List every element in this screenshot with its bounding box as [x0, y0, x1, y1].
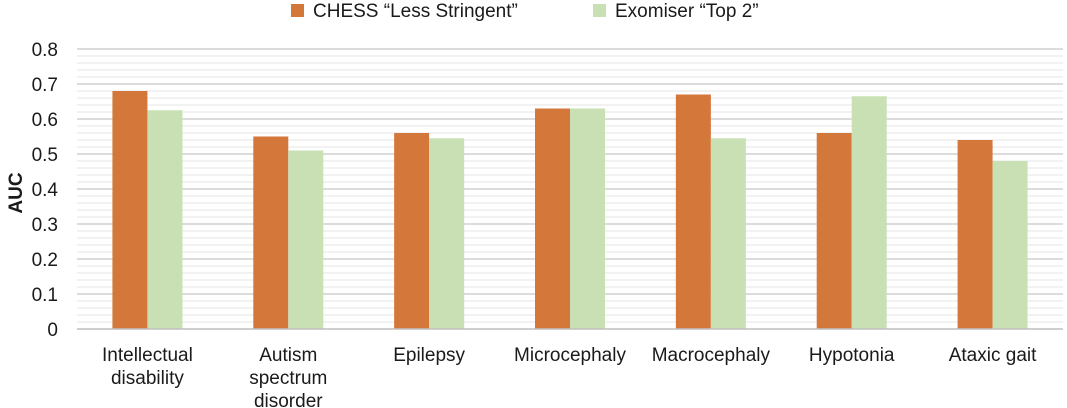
category-label: Ataxic gait [949, 345, 1037, 366]
y-tick-label: 0.3 [32, 215, 58, 236]
category-label: Intellectual disability [102, 345, 193, 389]
bar-exomiser [288, 150, 324, 329]
bars [112, 91, 1028, 329]
bar-chess [957, 140, 993, 329]
y-tick-label: 0 [47, 320, 58, 341]
category-label-line: Intellectual [102, 345, 193, 366]
bar-exomiser [429, 138, 465, 329]
y-axis-label: AUC [6, 172, 27, 213]
y-tick-label: 0.2 [32, 250, 58, 271]
category-label-line: disorder [254, 391, 323, 408]
bar-chess [112, 91, 148, 329]
category-label-line: spectrum [249, 368, 327, 389]
bar-chess [535, 108, 570, 329]
y-tick-label: 0.8 [32, 40, 58, 61]
y-tick-label: 0.6 [32, 110, 58, 131]
category-label-line: Epilepsy [393, 345, 465, 366]
bar-exomiser [147, 110, 183, 329]
bar-exomiser [992, 161, 1028, 329]
category-label: Epilepsy [393, 345, 465, 366]
legend-label: Exomiser “Top 2” [615, 1, 759, 22]
category-label: Hypotonia [809, 345, 895, 366]
bar-exomiser [710, 138, 746, 329]
category-label-line: disability [111, 368, 184, 389]
category-label: Microcephaly [514, 345, 626, 366]
bar-chess [394, 133, 430, 329]
bar-exomiser [570, 108, 605, 329]
y-tick-label: 0.7 [32, 75, 58, 96]
legend: CHESS “Less Stringent” Exomiser “Top 2” [291, 1, 759, 22]
category-label: Macrocephaly [652, 345, 771, 366]
y-tick-labels: 0 0.1 0.2 0.3 0.4 0.5 0.6 0.7 0.8 [32, 40, 59, 341]
category-label-line: Ataxic gait [949, 345, 1037, 366]
category-label-line: Microcephaly [514, 345, 626, 366]
category-label-line: Hypotonia [809, 345, 895, 366]
y-tick-label: 0.5 [32, 145, 58, 166]
legend-label: CHESS “Less Stringent” [313, 1, 518, 22]
bar-exomiser [851, 96, 887, 329]
category-label-line: Autism [259, 345, 317, 366]
category-label-line: Macrocephaly [652, 345, 771, 366]
bar-chess [675, 94, 711, 329]
bar-chess [816, 133, 852, 329]
bar-chess [253, 136, 289, 329]
category-label: Autism spectrum disorder [249, 345, 327, 408]
y-tick-label: 0.1 [32, 285, 58, 306]
legend-swatch [593, 4, 606, 17]
y-tick-label: 0.4 [32, 180, 59, 201]
x-category-labels: Intellectual disability Autism spectrum diso… [102, 345, 1037, 408]
legend-swatch [291, 4, 304, 17]
